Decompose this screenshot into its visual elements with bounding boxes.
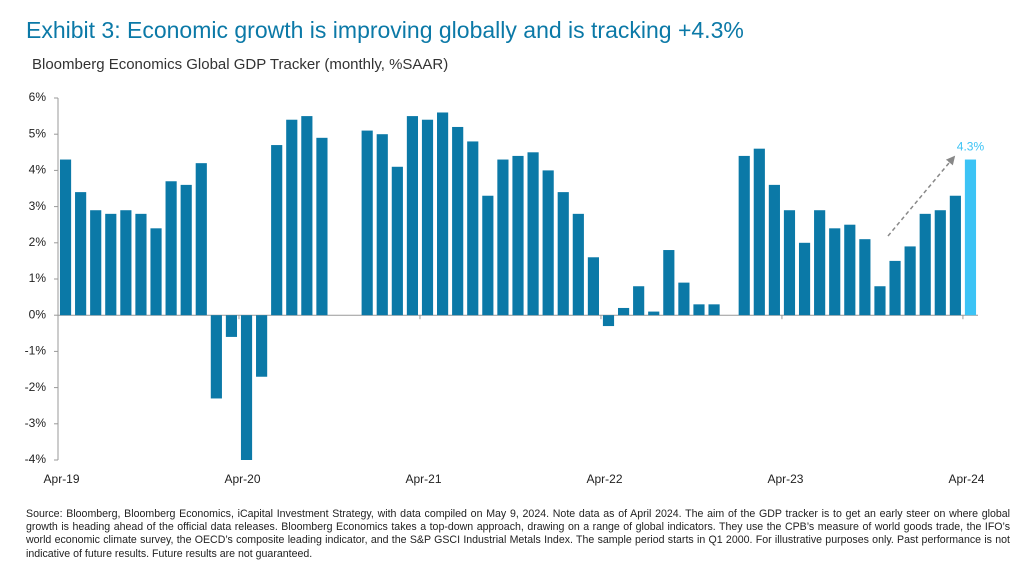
y-tick-label: 6% (29, 90, 47, 104)
bar (135, 213, 147, 316)
bar (964, 159, 977, 316)
y-tick-label: -2% (25, 380, 47, 394)
y-tick-label: 2% (29, 235, 47, 249)
bar (195, 163, 207, 316)
bar (919, 213, 931, 316)
bar (934, 210, 946, 316)
x-tick-label: Apr-21 (405, 472, 441, 486)
bar (225, 315, 238, 337)
bar (602, 315, 615, 327)
bar (587, 257, 599, 316)
bar (361, 130, 373, 316)
bar (783, 210, 796, 316)
x-tick-label: Apr-23 (767, 472, 803, 486)
x-tick-label: Apr-20 (225, 472, 261, 486)
bar (738, 155, 750, 316)
bar (120, 210, 132, 316)
y-tick-label: -3% (25, 416, 47, 430)
bar (693, 304, 705, 316)
bar (859, 239, 871, 316)
bar (150, 228, 162, 316)
x-tick-label: Apr-19 (44, 472, 80, 486)
bar (814, 210, 826, 316)
value-label: 4.3% (957, 140, 985, 154)
bar (768, 184, 780, 316)
bar (376, 134, 388, 316)
bar (437, 112, 449, 316)
trend-arrow (887, 155, 956, 237)
bar (557, 192, 569, 316)
bar (648, 311, 660, 316)
bar (105, 213, 117, 316)
bar (829, 228, 841, 316)
bar (678, 282, 690, 316)
bar (59, 159, 72, 316)
y-tick-label: 3% (29, 199, 47, 213)
bar (75, 192, 87, 316)
chart: Exhibit 3: Economic growth is improving … (25, 17, 985, 486)
bar (406, 116, 419, 316)
bar (256, 315, 268, 377)
bar (617, 307, 630, 316)
bar (572, 213, 584, 316)
bar (271, 145, 283, 316)
bar (90, 210, 102, 316)
bar (286, 119, 298, 316)
x-tick-label: Apr-24 (948, 472, 984, 486)
y-tick-label: -4% (25, 452, 47, 466)
y-tick-label: 4% (29, 163, 47, 177)
bar (421, 119, 434, 316)
y-tick-label: 1% (29, 271, 47, 285)
bar (663, 250, 675, 316)
bar (165, 181, 177, 316)
bar (452, 126, 464, 316)
bar (180, 184, 192, 316)
bar (949, 195, 961, 316)
bar (301, 116, 313, 316)
bar (391, 166, 403, 316)
bar (753, 148, 765, 316)
bar (904, 246, 916, 316)
chart-subtitle: Bloomberg Economics Global GDP Tracker (… (32, 56, 448, 73)
bar (512, 155, 524, 316)
x-tick-label: Apr-22 (586, 472, 622, 486)
bar (467, 141, 479, 316)
bar (527, 152, 539, 316)
chart-title: Exhibit 3: Economic growth is improving … (26, 17, 744, 43)
bar (798, 242, 811, 316)
bar (889, 260, 901, 316)
bar (633, 286, 645, 316)
y-tick-label: 5% (29, 126, 47, 140)
bar (482, 195, 494, 316)
bar (708, 304, 720, 316)
y-tick-label: 0% (29, 307, 47, 321)
bar (316, 137, 328, 316)
bar (210, 315, 222, 399)
y-tick-label: -1% (25, 344, 47, 358)
bar (497, 159, 509, 316)
bar (240, 315, 253, 460)
bar (874, 286, 886, 316)
bar (542, 170, 554, 316)
bar (844, 224, 856, 316)
footnote: Source: Bloomberg, Bloomberg Economics, … (26, 508, 1010, 560)
